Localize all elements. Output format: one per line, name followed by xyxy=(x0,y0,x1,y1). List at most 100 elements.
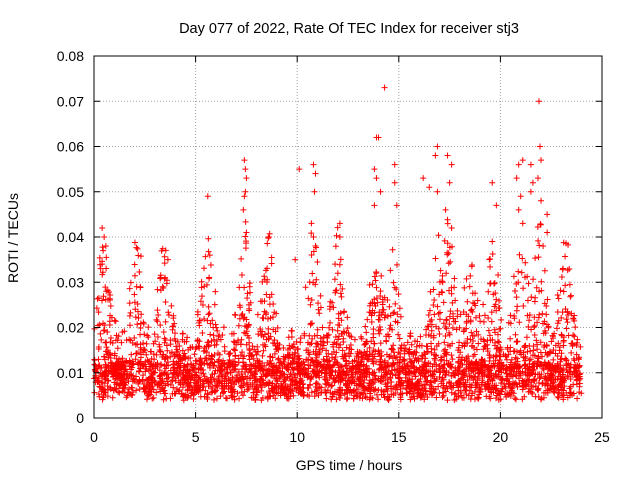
scatter-point xyxy=(479,367,486,374)
scatter-point xyxy=(241,380,248,387)
scatter-point xyxy=(159,385,166,392)
scatter-point xyxy=(171,335,178,342)
scatter-point xyxy=(306,279,313,286)
scatter-point xyxy=(153,389,160,396)
scatter-point-peak xyxy=(243,229,250,236)
scatter-point xyxy=(343,362,350,369)
scatter-point xyxy=(300,392,307,399)
scatter-point xyxy=(316,368,323,375)
scatter-point xyxy=(369,281,376,288)
scatter-point xyxy=(557,382,564,389)
scatter-point xyxy=(104,383,111,390)
scatter-point xyxy=(506,390,513,397)
scatter-point xyxy=(134,341,141,348)
scatter-point-peak xyxy=(489,179,496,186)
scatter-point-peak xyxy=(381,84,388,91)
scatter-point xyxy=(509,381,516,388)
scatter-point xyxy=(113,359,120,366)
scatter-point xyxy=(199,378,206,385)
scatter-point xyxy=(331,339,338,346)
scatter-point xyxy=(214,327,221,334)
scatter-point xyxy=(336,369,343,376)
scatter-point xyxy=(246,345,253,352)
scatter-point xyxy=(404,377,411,384)
scatter-point xyxy=(333,287,340,294)
scatter-point xyxy=(168,350,175,357)
scatter-point xyxy=(201,315,208,322)
scatter-point xyxy=(107,303,114,310)
scatter-point xyxy=(209,371,216,378)
scatter-point-peak xyxy=(515,161,522,168)
scatter-point xyxy=(423,373,430,380)
x-axis-ticks: 0 5 10 15 20 25 xyxy=(90,56,610,445)
scatter-point xyxy=(137,358,144,365)
scatter-point-peak xyxy=(162,274,169,281)
scatter-point xyxy=(567,293,574,300)
scatter-point xyxy=(538,361,545,368)
scatter-point xyxy=(528,294,535,301)
scatter-point xyxy=(573,342,580,349)
scatter-point xyxy=(262,343,269,350)
scatter-point xyxy=(392,300,399,307)
scatter-point xyxy=(447,258,454,265)
scatter-point xyxy=(516,251,523,258)
scatter-point xyxy=(530,347,537,354)
scatter-point xyxy=(128,366,135,373)
scatter-point xyxy=(273,382,280,389)
scatter-point xyxy=(160,396,167,403)
scatter-point xyxy=(102,243,109,250)
scatter-point xyxy=(302,284,309,291)
scatter-point xyxy=(455,344,462,351)
scatter-point xyxy=(154,307,161,314)
scatter-point xyxy=(323,389,330,396)
scatter-point xyxy=(331,388,338,395)
scatter-point xyxy=(445,250,452,257)
scatter-point xyxy=(105,367,112,374)
scatter-point xyxy=(421,349,428,356)
scatter-point xyxy=(332,289,339,296)
scatter-point xyxy=(305,349,312,356)
scatter-point xyxy=(525,323,532,330)
scatter-point xyxy=(337,363,344,370)
scatter-point xyxy=(375,316,382,323)
scatter-point xyxy=(371,372,378,379)
scatter-point xyxy=(396,335,403,342)
scatter-point xyxy=(486,256,493,263)
scatter-point xyxy=(498,376,505,383)
scatter-point xyxy=(408,341,415,348)
scatter-point-peak xyxy=(540,243,547,250)
scatter-point xyxy=(192,357,199,364)
scatter-point xyxy=(319,363,326,370)
scatter-point xyxy=(403,389,410,396)
scatter-point xyxy=(273,363,280,370)
scatter-point xyxy=(440,320,447,327)
scatter-point xyxy=(576,380,583,387)
scatter-point xyxy=(100,327,107,334)
scatter-point xyxy=(316,346,323,353)
scatter-point xyxy=(507,335,514,342)
scatter-point xyxy=(342,382,349,389)
scatter-point xyxy=(227,350,234,357)
scatter-point xyxy=(270,300,277,307)
scatter-point xyxy=(244,290,251,297)
scatter-point xyxy=(358,335,365,342)
scatter-point xyxy=(144,396,151,403)
scatter-point xyxy=(563,316,570,323)
scatter-point xyxy=(91,389,98,396)
scatter-point xyxy=(288,327,295,334)
scatter-point xyxy=(335,391,342,398)
scatter-point xyxy=(213,382,220,389)
scatter-point xyxy=(458,392,465,399)
scatter-point xyxy=(99,396,106,403)
scatter-point xyxy=(300,359,307,366)
scatter-point xyxy=(140,372,147,379)
scatter-point xyxy=(124,372,131,379)
scatter-point xyxy=(389,246,396,253)
scatter-point xyxy=(431,311,438,318)
scatter-point xyxy=(485,288,492,295)
scatter-point xyxy=(436,316,443,323)
scatter-point-peak xyxy=(103,288,110,295)
scatter-point xyxy=(526,317,533,324)
scatter-point xyxy=(149,375,156,382)
y-tick-label: 0.06 xyxy=(57,139,84,155)
